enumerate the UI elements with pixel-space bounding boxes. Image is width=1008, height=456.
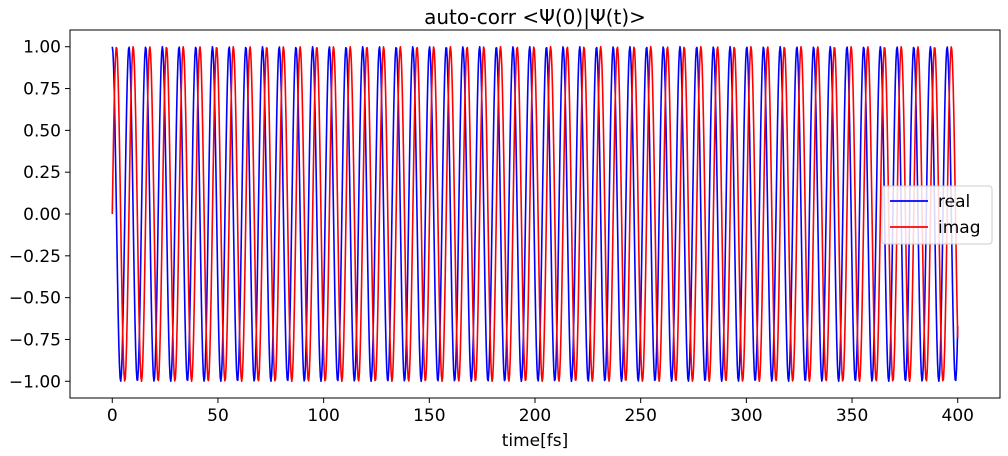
x-tick-label: 200 bbox=[519, 406, 551, 426]
x-tick-label: 0 bbox=[107, 406, 118, 426]
legend-label-imag: imag bbox=[938, 218, 981, 238]
series-line-real bbox=[111, 45, 959, 383]
y-tick-label: 0.75 bbox=[23, 80, 61, 100]
y-tick-label: −1.00 bbox=[9, 372, 61, 392]
series-layer bbox=[111, 45, 959, 383]
legend: real imag bbox=[881, 185, 993, 245]
x-axis: 0 50 100 150 200 250 300 350 400 bbox=[107, 398, 974, 426]
y-tick-label: 0.50 bbox=[23, 121, 61, 141]
x-tick-label: 150 bbox=[413, 406, 445, 426]
y-axis: 1.00 0.75 0.50 0.25 0.00 −0.25 −0.50 −0.75 −1.00 bbox=[9, 38, 70, 392]
y-tick-label: 0.00 bbox=[23, 205, 61, 225]
x-tick-label: 350 bbox=[836, 406, 868, 426]
x-tick-label: 50 bbox=[207, 406, 229, 426]
legend-label-real: real bbox=[938, 192, 970, 212]
x-tick-label: 400 bbox=[942, 406, 974, 426]
series-line-imag bbox=[111, 45, 959, 383]
y-tick-label: −0.75 bbox=[9, 330, 61, 350]
y-tick-label: −0.25 bbox=[9, 247, 61, 267]
y-tick-label: 1.00 bbox=[23, 38, 61, 58]
x-axis-label: time[fs] bbox=[502, 431, 569, 451]
y-tick-label: −0.50 bbox=[9, 289, 61, 309]
y-tick-label: 0.25 bbox=[23, 163, 61, 183]
x-tick-label: 300 bbox=[730, 406, 762, 426]
chart-title: auto-corr <Ψ(0)|Ψ(t)> bbox=[424, 5, 646, 29]
x-tick-label: 100 bbox=[307, 406, 339, 426]
x-tick-label: 250 bbox=[624, 406, 656, 426]
